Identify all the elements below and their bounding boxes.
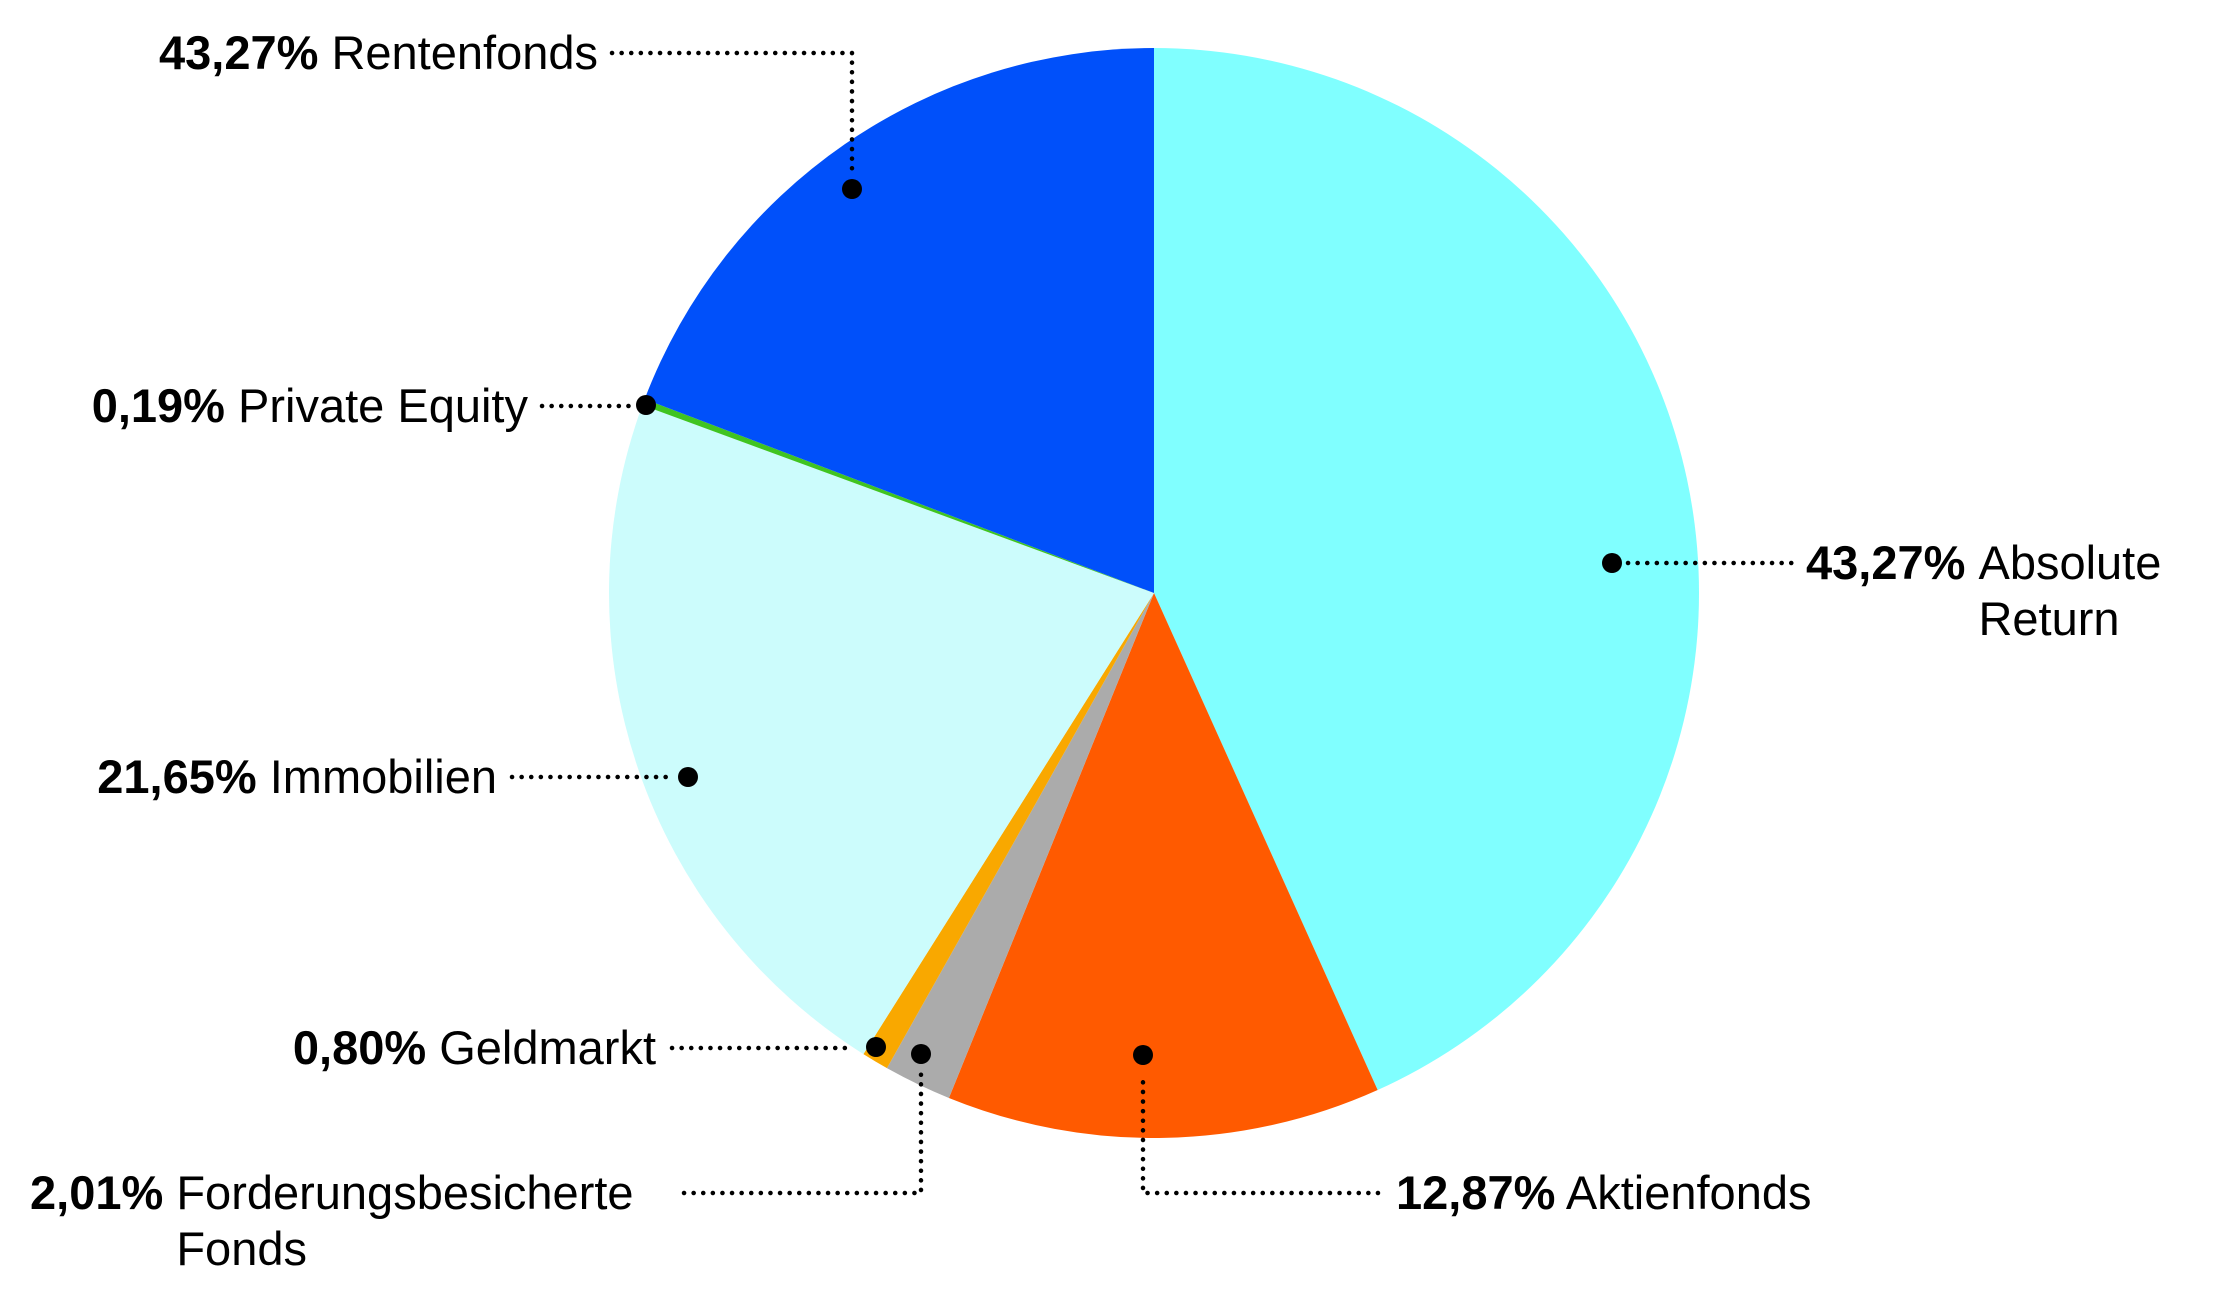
leader-aktienfonds [1140, 1071, 1381, 1196]
pie-slice-private-equity [642, 399, 1154, 593]
slice-name: Absolute Return [1978, 536, 2162, 645]
pie-slice-immobilien [609, 405, 1154, 1055]
slice-name: Forderungsbesicherte Fonds [176, 1166, 634, 1275]
leader-dot-rentenfonds [842, 179, 862, 199]
slice-name: Geldmarkt [439, 1021, 656, 1074]
leader-dot-geldmarkt [866, 1037, 886, 1057]
pie-slice-aktienfonds [948, 593, 1378, 1139]
slice-percent: 0,19% [91, 379, 225, 432]
leader-dot-immobilien [678, 767, 698, 787]
leader-dot-private-equity [636, 395, 656, 415]
slice-label-private-equity: 0,19% Private Equity [92, 378, 528, 434]
pie-slice-geldmarkt [863, 593, 1154, 1069]
leader-dot-absolute-return [1602, 553, 1622, 573]
leader-dot-forderungsbesicherte-fonds [911, 1044, 931, 1064]
slice-label-rentenfonds: 43,27% Rentenfonds [159, 25, 598, 81]
slice-label-aktienfonds: 12,87% Aktienfonds [1396, 1165, 1811, 1221]
pie-slice-absolute-return [1154, 47, 1700, 1090]
slice-name: Private Equity [238, 379, 528, 432]
pie-slice-forderungsbesicherte-fonds [886, 593, 1154, 1098]
slice-label-immobilien: 21,65% Immobilien [97, 749, 497, 805]
pie-slice-rentenfonds [644, 48, 1154, 593]
slice-percent: 2,01% [30, 1166, 164, 1219]
slice-name: Rentenfonds [331, 26, 598, 79]
slice-label-forderungsbesicherte-fonds: 2,01% Forderungsbesicherte Fonds [30, 1165, 656, 1277]
slice-percent: 43,27% [158, 26, 319, 79]
slice-name: Aktienfonds [1565, 1166, 1812, 1219]
leader-rentenfonds [609, 50, 855, 175]
slice-percent: 21,65% [97, 750, 257, 803]
leader-dot-aktienfonds [1133, 1045, 1153, 1065]
slice-percent: 12,87% [1396, 1166, 1556, 1219]
slice-name: Immobilien [269, 750, 497, 803]
slice-label-absolute-return: 43,27% Absolute Return [1806, 535, 2193, 647]
slice-percent: 0,80% [292, 1021, 427, 1074]
slice-percent: 43,27% [1806, 536, 1966, 589]
slice-label-geldmarkt: 0,80% Geldmarkt [293, 1020, 656, 1076]
leader-forderungsbesicherte-fonds [681, 1071, 924, 1196]
